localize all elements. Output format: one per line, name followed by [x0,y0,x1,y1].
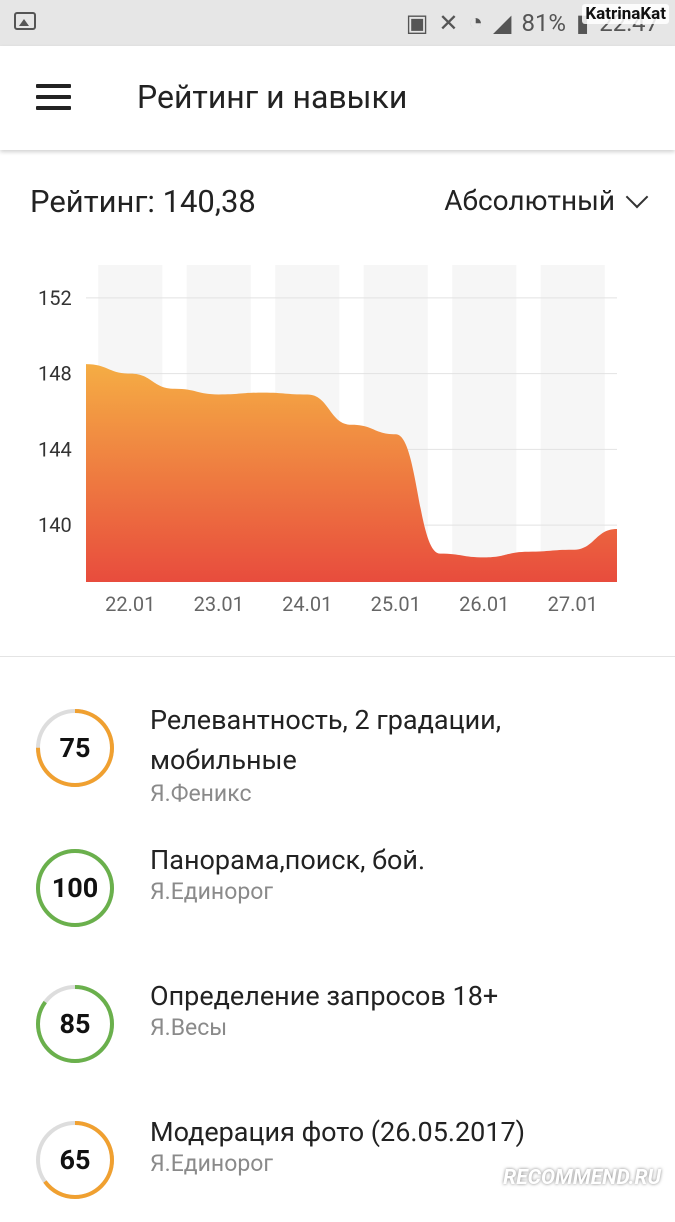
battery-saver-icon: ▣ [405,8,429,37]
gallery-icon [14,12,36,30]
skill-score-ring: 85 [34,983,116,1065]
skill-item[interactable]: 100 Панорама,поиск, бой. Я.Единорог [0,840,675,950]
chevron-down-icon [625,185,649,208]
skill-title: Панорама,поиск, бой. [150,844,426,876]
y-tick-label: 140 [38,513,72,537]
skill-score: 100 [51,872,99,904]
x-tick-label: 26.01 [459,592,509,616]
watermark-author: KatrinaKat [582,4,669,24]
day-band [452,265,517,582]
page-title: Рейтинг и навыки [137,78,408,116]
rating-mode-label: Абсолютный [444,184,615,217]
skill-title: Определение запросов 18+ [150,980,499,1012]
skill-team: Я.Единорог [150,1150,274,1177]
status-bar: ▣ ✕ ◔ ◢ 81% ▮ 22:47 KatrinaKat [0,0,675,46]
skill-score: 65 [59,1144,91,1176]
mute-icon: ✕ [438,8,459,37]
wifi-icon: ◔ [468,8,483,36]
rating-mode-dropdown[interactable]: Абсолютный [444,184,649,217]
skill-item[interactable]: 65 Модерация фото (26.05.2017) Я.Единоро… [0,1112,675,1222]
skill-item[interactable]: 75 Релевантность, 2 градации, мобильные … [0,700,675,810]
app-bar: Рейтинг и навыки [0,46,675,150]
skill-team: Я.Феникс [150,780,252,807]
skill-score-ring: 75 [34,707,116,789]
skill-item[interactable]: 85 Определение запросов 18+ Я.Весы [0,976,675,1086]
x-tick-label: 23.01 [194,592,244,616]
signal-icon: ◢ [492,8,512,37]
y-tick-label: 148 [38,362,72,386]
x-tick-label: 24.01 [282,592,332,616]
skill-title: Модерация фото (26.05.2017) [150,1116,526,1148]
rating-value: Рейтинг: 140,38 [30,183,256,220]
y-tick-label: 152 [38,286,72,310]
x-tick-label: 25.01 [371,592,421,616]
y-tick-label: 144 [38,437,72,461]
menu-icon[interactable] [36,84,71,110]
skill-score-ring: 65 [34,1119,116,1201]
skill-score-ring: 100 [34,847,116,929]
skill-team: Я.Единорог [150,878,274,905]
rating-chart: 140 144 148 152 22.01 23.01 24.01 25.01 26.01 27… [38,265,617,616]
skill-score: 85 [59,1008,91,1040]
divider [0,656,675,657]
rating-area [86,364,617,582]
skill-title: Релевантность, 2 градации, мобильные [150,704,502,776]
x-tick-label: 22.01 [105,592,155,616]
x-tick-label: 27.01 [548,592,598,616]
watermark-site: RECOMMEND.RU [503,1166,661,1190]
battery-percent: 81% [521,8,567,37]
skill-team: Я.Весы [150,1014,228,1041]
day-band [540,265,605,582]
skill-score: 75 [59,732,91,764]
